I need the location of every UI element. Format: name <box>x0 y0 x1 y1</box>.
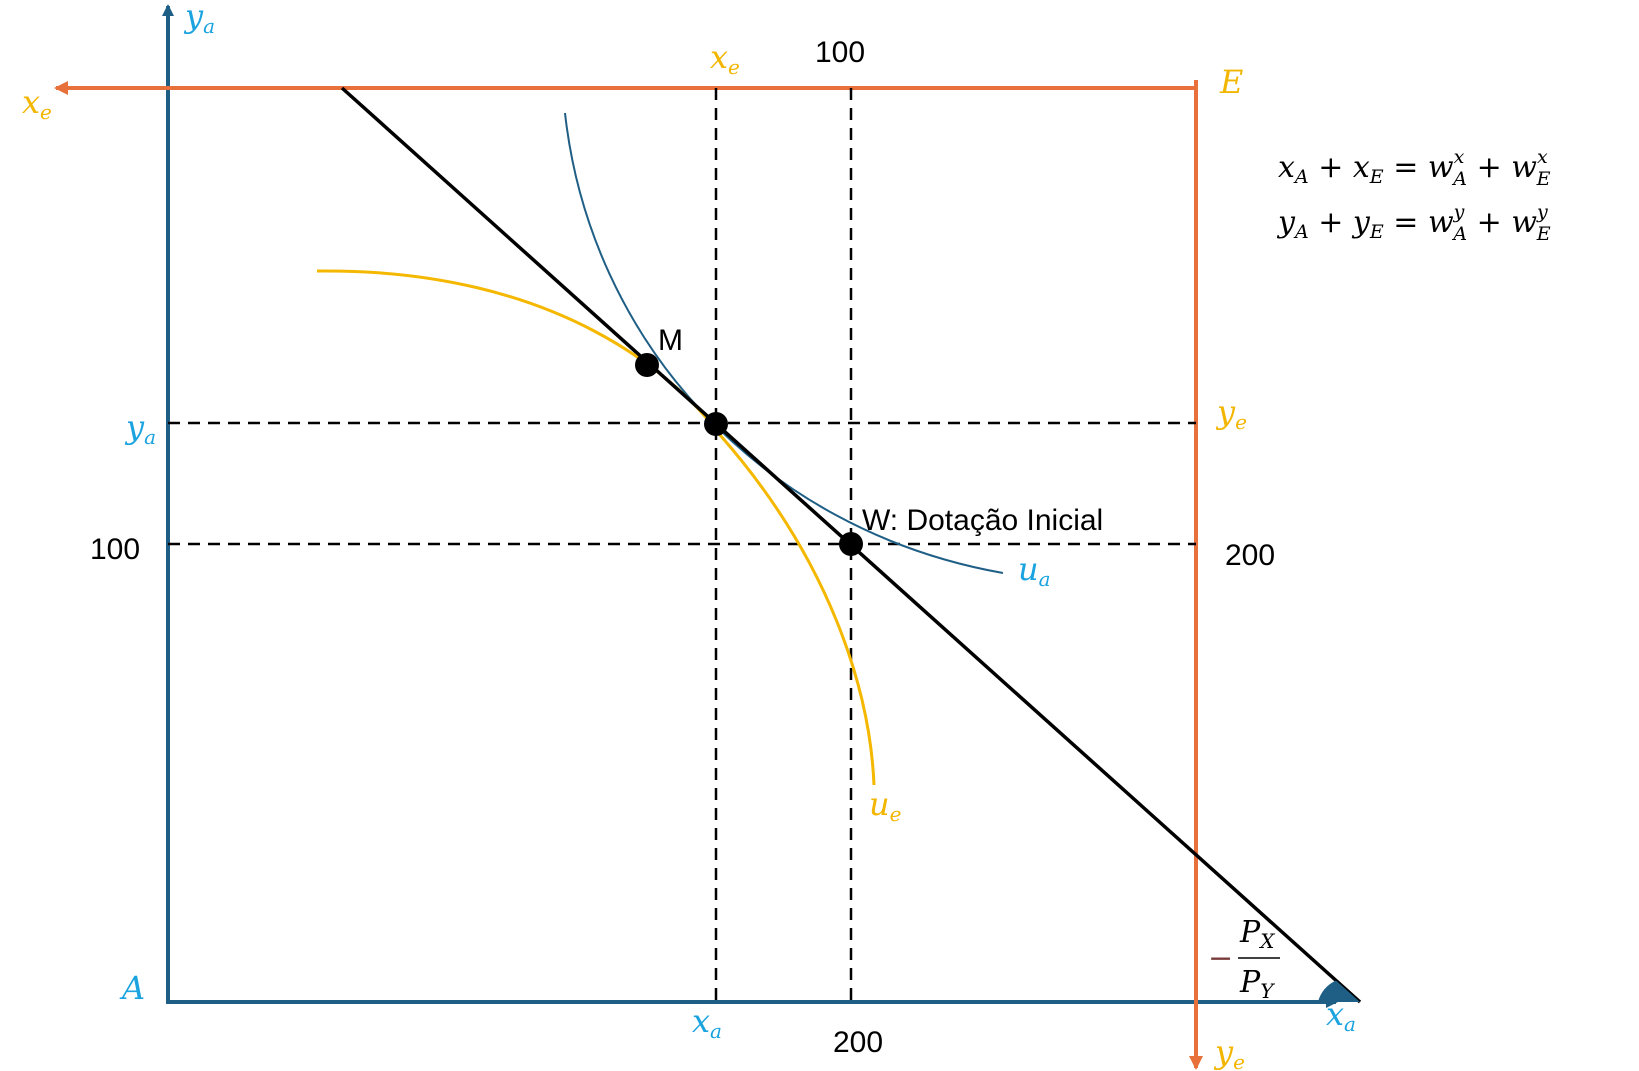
tick-bottom-200: 200 <box>833 1026 883 1059</box>
tick-top-100: 100 <box>815 36 865 69</box>
slope-numerator: PX <box>1239 915 1275 953</box>
slope-denominator: PY <box>1239 965 1275 1003</box>
ue-curve-label: ue <box>869 785 901 826</box>
ue-indifference-curve <box>316 269 876 786</box>
point-w-label: W: Dotação Inicial <box>862 504 1103 537</box>
equation-y-resource: yA + yE = wy A + wy E <box>1276 201 1551 245</box>
tick-right-200: 200 <box>1225 539 1275 572</box>
agent-e-origin-label: E <box>1219 63 1243 101</box>
xa-guide-label: xa <box>692 1002 722 1043</box>
agent-e-x-axis-label: xe <box>22 83 52 124</box>
point-equilibrium <box>704 412 728 436</box>
point-m-label: M <box>658 324 683 357</box>
agent-e-y-axis-label: ye <box>1213 1033 1245 1071</box>
slope-minus-sign: − <box>1208 941 1233 976</box>
tick-left-100: 100 <box>90 533 140 566</box>
slope-angle-wedge <box>1318 980 1360 1002</box>
point-w-endowment <box>839 532 863 556</box>
agent-a-origin-label: A <box>119 969 145 1007</box>
agent-a-y-axis-label: ya <box>183 0 215 38</box>
point-m <box>635 353 659 377</box>
ye-guide-label: ye <box>1215 393 1247 434</box>
ya-guide-label: ya <box>124 408 156 449</box>
xe-guide-label: xe <box>710 38 740 79</box>
agent-a-x-axis-label: xa <box>1326 995 1356 1036</box>
ua-curve-label: ua <box>1018 550 1051 591</box>
guide-lines <box>168 88 1196 1002</box>
equation-x-resource: xA + xE = wx A + wx E <box>1278 146 1551 190</box>
